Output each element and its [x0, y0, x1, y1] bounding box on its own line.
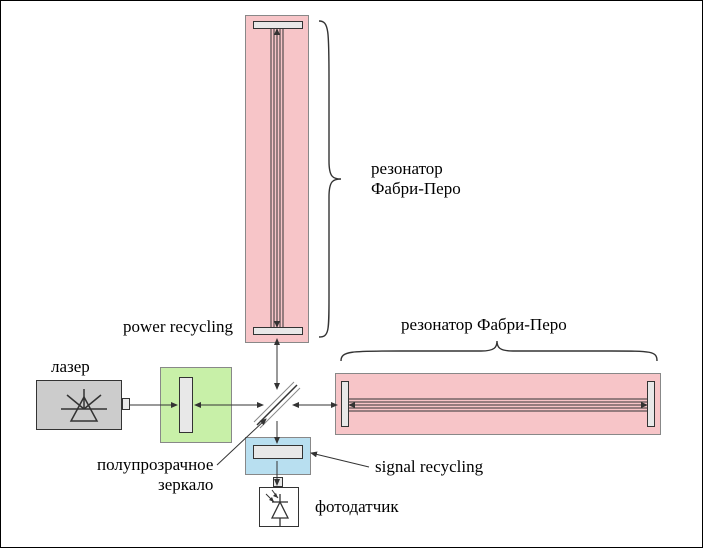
power-recycling-bg [160, 367, 232, 443]
fabry-perot-horizontal-label: резонатор Фабри-Перо [401, 315, 567, 335]
power-recycling-mirror [179, 377, 193, 433]
top-near-mirror [253, 327, 303, 335]
fabry-perot-vertical-label: резонатор Фабри-Перо [371, 159, 461, 200]
signal-recycling-label: signal recycling [375, 457, 483, 477]
right-near-mirror [341, 381, 349, 427]
photodetector-stem [273, 477, 283, 487]
horizontal-cavity-bg [335, 373, 661, 435]
photodetector-box [259, 487, 299, 527]
beam-splitter-label: полупрозрачное зеркало [97, 455, 213, 496]
laser-output-nub [122, 398, 130, 410]
power-recycling-label: power recycling [123, 317, 233, 337]
signal-recycling-mirror [253, 445, 303, 459]
right-end-mirror [647, 381, 655, 427]
photodetector-label: фотодатчик [315, 497, 399, 517]
vertical-cavity-bg [245, 15, 309, 343]
laser-label: лазер [51, 357, 90, 377]
laser-box [36, 380, 122, 430]
top-end-mirror [253, 21, 303, 29]
